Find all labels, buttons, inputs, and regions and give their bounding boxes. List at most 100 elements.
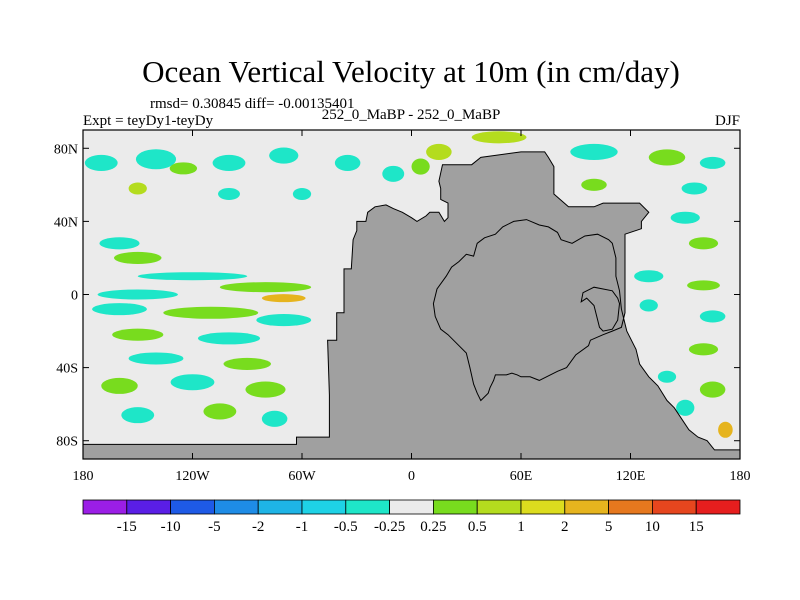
anomaly-patch (218, 187, 240, 201)
anomaly-patch (681, 182, 708, 195)
stats-text: rmsd= 0.30845 diff= -0.00135401 (150, 96, 355, 112)
colorbar-swatch (520, 499, 566, 515)
anomaly-patch (128, 352, 184, 365)
colorbar-swatch (126, 499, 172, 515)
center-label: 252_0_MaBP - 252_0_MaBP (322, 107, 501, 123)
anomaly-patch (718, 421, 733, 438)
anomaly-patch (256, 314, 312, 327)
anomaly-patch (639, 299, 658, 312)
anomaly-patch (137, 272, 248, 281)
x-tick-label: 120W (175, 469, 210, 484)
y-tick-label: 40N (54, 215, 78, 230)
colorbar-swatch (432, 499, 478, 515)
colorbar-swatch (652, 499, 697, 515)
colorbar-label: -0.25 (374, 519, 405, 535)
anomaly-patch (261, 410, 288, 427)
anomaly-patch (688, 343, 719, 356)
anomaly-patch (97, 289, 178, 300)
anomaly-patch (581, 178, 607, 191)
anomaly-patch (163, 306, 259, 319)
land-east-peninsula (580, 286, 621, 332)
season-label: DJF (715, 113, 740, 129)
anomaly-patch (261, 294, 306, 303)
anomaly-patch (699, 310, 726, 323)
colorbar-swatch (564, 499, 609, 515)
anomaly-patch (212, 154, 246, 171)
anomaly-patch (292, 187, 312, 201)
anomaly-patch (426, 143, 452, 160)
anomaly-patch (269, 147, 299, 164)
anomaly-patch (676, 399, 695, 416)
colorbar-swatch (257, 499, 303, 515)
colorbar-swatch (345, 499, 390, 515)
x-axis: 180 120W 60W 0 60E 120E 180 (73, 130, 751, 484)
anomaly-patch (135, 149, 177, 170)
colorbar-swatch (213, 499, 259, 515)
colorbar-swatch (301, 499, 347, 515)
anomaly-patch (92, 303, 147, 316)
x-tick-label: 0 (408, 469, 415, 484)
colorbar-label: 10 (645, 519, 660, 535)
colorbar-label: 0.25 (420, 519, 446, 535)
colorbar-label: 1 (517, 519, 525, 535)
colorbar-label: -10 (161, 519, 181, 535)
anomaly-patch (169, 162, 198, 175)
land-pangaea (83, 151, 740, 459)
colorbar-swatch (170, 499, 215, 515)
anomaly-patch (101, 377, 138, 394)
x-tick-label: 180 (73, 469, 94, 484)
anomaly-patch (223, 357, 271, 370)
anomaly-patch (197, 332, 261, 345)
y-tick-label: 80N (54, 142, 78, 157)
y-tick-label: 40S (56, 362, 78, 377)
left-label: Expt = teyDy1-teyDy (83, 113, 214, 129)
colorbar-label: -1 (296, 519, 309, 535)
colorbar-label: 0.5 (468, 519, 487, 535)
anomaly-patch (688, 237, 719, 250)
colorbar-label: -5 (208, 519, 221, 535)
anomaly-patch (699, 156, 726, 169)
colorbar-swatch (695, 499, 741, 515)
colorbar-label: 2 (561, 519, 569, 535)
anomaly-patch (382, 165, 405, 182)
colorbar-label: 5 (605, 519, 613, 535)
anomaly-patch (84, 154, 118, 171)
anomaly-patch (112, 328, 164, 341)
y-tick-label: 80S (56, 435, 78, 450)
anomaly-patch (99, 237, 140, 250)
anomaly-patch (471, 131, 527, 144)
anomaly-patch (245, 381, 286, 398)
anomaly-patch (657, 370, 677, 383)
anomaly-patch (687, 280, 720, 291)
anomaly-patch (114, 251, 162, 264)
chart-title: Ocean Vertical Velocity at 10m (in cm/da… (142, 54, 680, 89)
colorbar-label: 15 (689, 519, 704, 535)
colorbar-label: -0.5 (334, 519, 358, 535)
y-tick-label: 0 (71, 289, 78, 304)
land-masks (83, 151, 740, 459)
colorbar: -15 -10 -5 -2 -1 -0.5 -0.25 0.25 0.5 1 2 5 10 15 (82, 499, 741, 535)
anomaly-patch (648, 149, 686, 166)
anomaly-patch (634, 270, 664, 283)
anomaly-patch (219, 282, 312, 293)
x-tick-label: 120E (616, 469, 646, 484)
anomaly-patch (203, 403, 237, 420)
colorbar-swatch (608, 499, 653, 515)
y-axis: 80N 40N 0 40S 80S (54, 142, 740, 450)
x-tick-label: 180 (730, 469, 751, 484)
anomaly-patch (570, 143, 618, 160)
colorbar-label: -15 (117, 519, 137, 535)
anomaly-patch (170, 374, 215, 391)
x-tick-label: 60W (288, 469, 316, 484)
anomaly-patch (699, 381, 726, 398)
x-tick-label: 60E (510, 469, 533, 484)
anomaly-patch (128, 182, 147, 195)
colorbar-swatch (82, 499, 128, 515)
colorbar-swatch (389, 499, 434, 515)
anomaly-patch (670, 211, 700, 224)
colorbar-label: -2 (252, 519, 265, 535)
anomaly-patch (121, 407, 155, 424)
anomaly-patch (334, 154, 361, 171)
colorbar-swatch (476, 499, 522, 515)
